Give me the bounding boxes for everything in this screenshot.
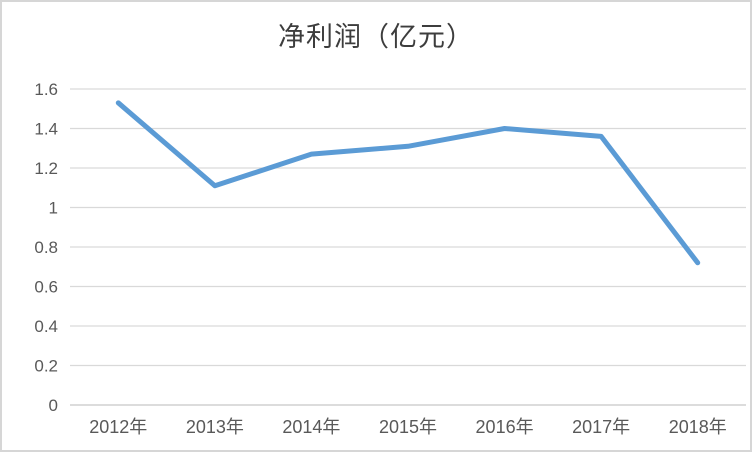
y-tick-label: 1	[49, 199, 58, 218]
x-tick-label: 2014年	[282, 417, 340, 437]
x-tick-label: 2016年	[476, 417, 534, 437]
y-tick-label: 0.2	[34, 357, 58, 376]
x-tick-label: 2012年	[89, 417, 147, 437]
x-tick-label: 2018年	[669, 417, 727, 437]
y-tick-label: 0	[49, 396, 58, 415]
x-tick-label: 2017年	[572, 417, 630, 437]
y-tick-label: 1.2	[34, 159, 58, 178]
y-tick-label: 0.4	[34, 317, 58, 336]
chart-title: 净利润（亿元）	[278, 22, 474, 53]
y-tick-label: 1.6	[34, 80, 58, 99]
x-tick-label: 2015年	[379, 417, 437, 437]
y-tick-label: 1.4	[34, 120, 58, 139]
y-tick-label: 0.8	[34, 238, 58, 257]
x-tick-label: 2013年	[186, 417, 244, 437]
series-line-净利润	[115, 100, 701, 266]
y-tick-label: 0.6	[34, 278, 58, 297]
